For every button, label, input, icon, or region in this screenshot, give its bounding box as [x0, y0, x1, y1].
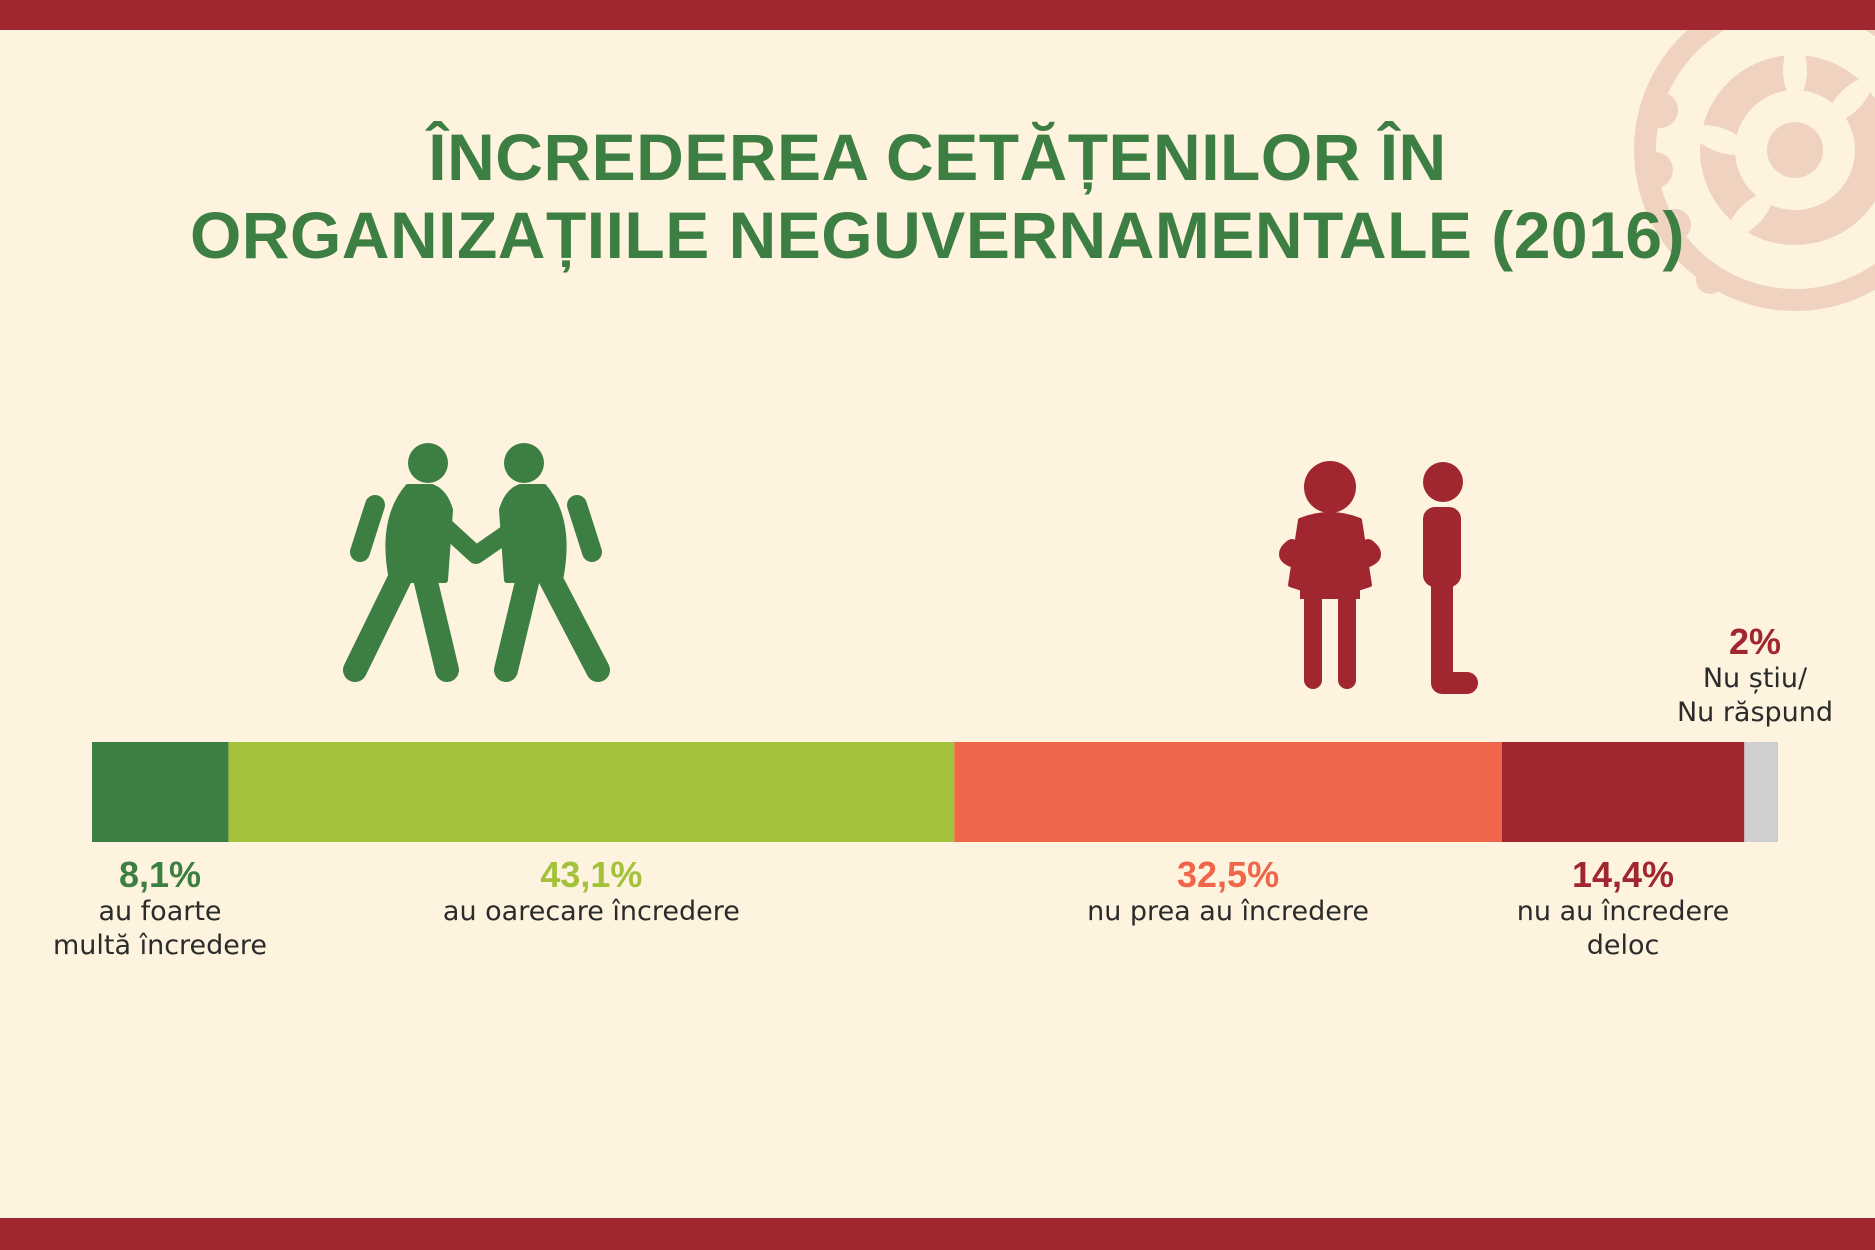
bar-segment-0 — [92, 742, 229, 842]
icons-layer — [343, 443, 1478, 694]
bar-segment-4 — [1744, 742, 1778, 842]
title-line-2: ORGANIZAȚIILE NEGUVERNAMENTALE (2016) — [189, 198, 1686, 272]
segment-label-1: 43,1% au oarecare încredere — [401, 855, 781, 929]
bottom-band — [0, 1218, 1875, 1250]
two-people-shaking-hands-icon — [343, 443, 610, 682]
segment-caption-3: nu au încredere deloc — [1516, 896, 1730, 961]
bar-segment-1 — [228, 742, 955, 842]
segment-caption-0: au foarte multă încredere — [52, 896, 268, 961]
segment-caption-2: nu prea au încredere — [1087, 896, 1369, 927]
ornamental-rosette-icon — [1634, 30, 1875, 311]
segment-value-4: 2% — [1728, 621, 1782, 662]
segment-value-1: 43,1% — [540, 854, 643, 895]
bar-segment-2 — [954, 742, 1502, 842]
segment-caption-4: Nu știu/ Nu răspund — [1676, 663, 1834, 728]
segment-label-3: 14,4% nu au încredere deloc — [1433, 855, 1813, 963]
segment-label-0: 8,1% au foarte multă încredere — [0, 855, 350, 963]
segment-label-4: 2% Nu știu/ Nu răspund — [1565, 622, 1875, 730]
segment-value-3: 14,4% — [1571, 854, 1675, 895]
chart-title: ÎNCREDEREA CETĂȚENILOR ÎN ORGANIZAȚIILE … — [0, 118, 1875, 274]
top-band — [0, 0, 1875, 30]
segment-caption-1: au oarecare încredere — [442, 896, 740, 927]
segment-value-2: 32,5% — [1177, 854, 1280, 895]
bar-segment-3 — [1501, 742, 1745, 842]
two-people-arms-crossed-icon — [1279, 461, 1478, 694]
segment-value-0: 8,1% — [118, 854, 202, 895]
title-line-1: ÎNCREDEREA CETĂȚENILOR ÎN — [428, 120, 1447, 194]
segment-label-2: 32,5% nu prea au încredere — [1038, 855, 1418, 929]
